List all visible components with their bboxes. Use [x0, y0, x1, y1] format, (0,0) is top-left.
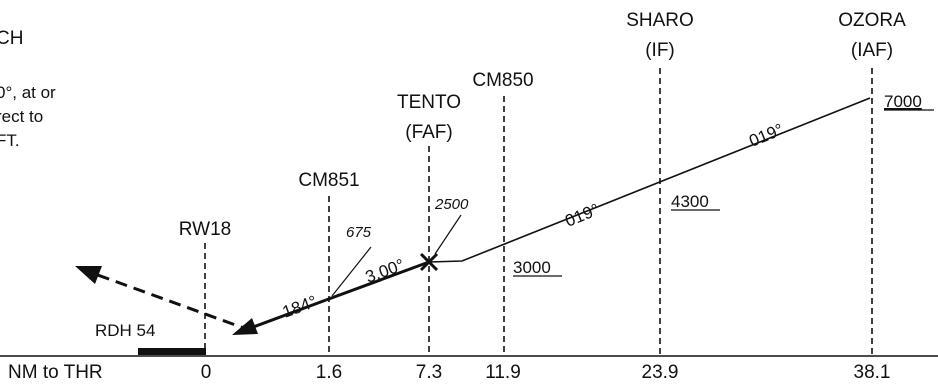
note-line-3: rect to [0, 107, 43, 126]
altitude-sharo: 4300 [671, 192, 709, 211]
fix-label-sharo: SHARO [626, 10, 694, 31]
rdh-label: RDH 54 [95, 321, 155, 340]
fix-label-cm850: CM850 [472, 70, 533, 91]
intermediate-track [428, 97, 871, 263]
altitude-cm850: 3000 [513, 258, 551, 277]
fix-role-sharo: (IF) [645, 40, 675, 61]
distance-value-rw18: 0 [201, 362, 212, 383]
note-line-1: CH [0, 28, 23, 49]
final-approach-track [325, 260, 430, 302]
final-segment [247, 298, 327, 331]
course-initial: 019° [746, 120, 786, 151]
altitude-ozora: 7000 [884, 92, 922, 111]
note-line-2: 0°, at or [0, 83, 56, 102]
distance-value-ozora: 38.1 [854, 362, 891, 383]
fix-role-tento: (FAF) [405, 122, 453, 143]
altitude-tento: 2500 [434, 196, 469, 213]
missed-approach-arrowhead [75, 266, 102, 284]
faf-cross-marker [419, 252, 439, 272]
tento-alt-leader [434, 214, 462, 255]
note-line-4: FT. [0, 131, 20, 150]
fix-label-tento: TENTO [397, 92, 461, 113]
cm851-alt-leader [331, 246, 372, 297]
course-intermediate: 019° [562, 200, 602, 231]
distance-value-cm850: 11.9 [485, 362, 521, 383]
glidepath-angle: 3.00° [363, 255, 407, 286]
distance-value-cm851: 1.6 [316, 362, 342, 383]
distance-value-sharo: 23.9 [642, 362, 679, 383]
course-final: 184° [280, 292, 320, 322]
fix-label-cm851: CM851 [298, 170, 359, 191]
fix-label-ozora: OZORA [838, 10, 906, 31]
altitude-cm851: 675 [346, 224, 372, 241]
distance-axis-label: NM to THR [8, 362, 103, 383]
missed-approach-path [94, 272, 253, 333]
fix-role-ozora: (IAF) [851, 40, 893, 61]
runway-bar [138, 348, 206, 355]
distance-value-tento: 7.3 [416, 362, 442, 383]
fix-label-rw18: RW18 [179, 219, 231, 240]
final-arrowhead [232, 318, 258, 335]
